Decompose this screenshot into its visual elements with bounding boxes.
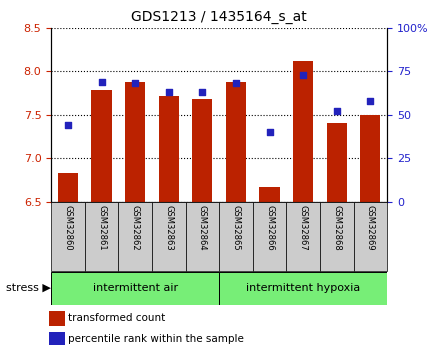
FancyBboxPatch shape [219, 202, 253, 271]
FancyBboxPatch shape [51, 202, 85, 271]
Bar [125, 82, 145, 202]
Point [232, 81, 239, 86]
Bar [92, 90, 112, 202]
Text: GSM32869: GSM32869 [366, 205, 375, 251]
Text: percentile rank within the sample: percentile rank within the sample [68, 334, 244, 344]
Bar [360, 115, 380, 202]
Bar [58, 173, 78, 202]
Text: GSM32866: GSM32866 [265, 205, 274, 251]
Point [165, 89, 172, 95]
Point [299, 72, 307, 77]
FancyBboxPatch shape [118, 202, 152, 271]
Bar [226, 82, 246, 202]
FancyBboxPatch shape [253, 202, 287, 271]
Bar [259, 187, 279, 202]
Title: GDS1213 / 1435164_s_at: GDS1213 / 1435164_s_at [131, 10, 307, 24]
Text: GSM32865: GSM32865 [231, 205, 240, 251]
FancyBboxPatch shape [186, 202, 219, 271]
Bar [192, 99, 212, 202]
Bar [49, 332, 65, 345]
Point [132, 81, 139, 86]
Point [199, 89, 206, 95]
Bar [293, 61, 313, 202]
FancyBboxPatch shape [152, 202, 186, 271]
FancyBboxPatch shape [219, 272, 387, 305]
Point [333, 108, 340, 114]
Text: intermittent air: intermittent air [93, 283, 178, 293]
Bar [49, 311, 65, 326]
FancyBboxPatch shape [85, 202, 118, 271]
Point [65, 122, 72, 128]
Point [98, 79, 105, 85]
Text: GSM32860: GSM32860 [64, 205, 73, 251]
Text: transformed count: transformed count [68, 313, 166, 323]
Point [266, 129, 273, 135]
Text: GSM32864: GSM32864 [198, 205, 207, 251]
Bar [159, 96, 179, 202]
Text: stress ▶: stress ▶ [6, 283, 50, 293]
Text: GSM32863: GSM32863 [164, 205, 173, 251]
Text: GSM32868: GSM32868 [332, 205, 341, 251]
Bar [327, 124, 347, 202]
FancyBboxPatch shape [353, 202, 387, 271]
Text: intermittent hypoxia: intermittent hypoxia [246, 283, 360, 293]
Text: GSM32861: GSM32861 [97, 205, 106, 251]
Point [367, 98, 374, 104]
FancyBboxPatch shape [320, 202, 353, 271]
FancyBboxPatch shape [51, 272, 219, 305]
Text: GSM32862: GSM32862 [131, 205, 140, 251]
Text: GSM32867: GSM32867 [299, 205, 307, 251]
FancyBboxPatch shape [287, 202, 320, 271]
